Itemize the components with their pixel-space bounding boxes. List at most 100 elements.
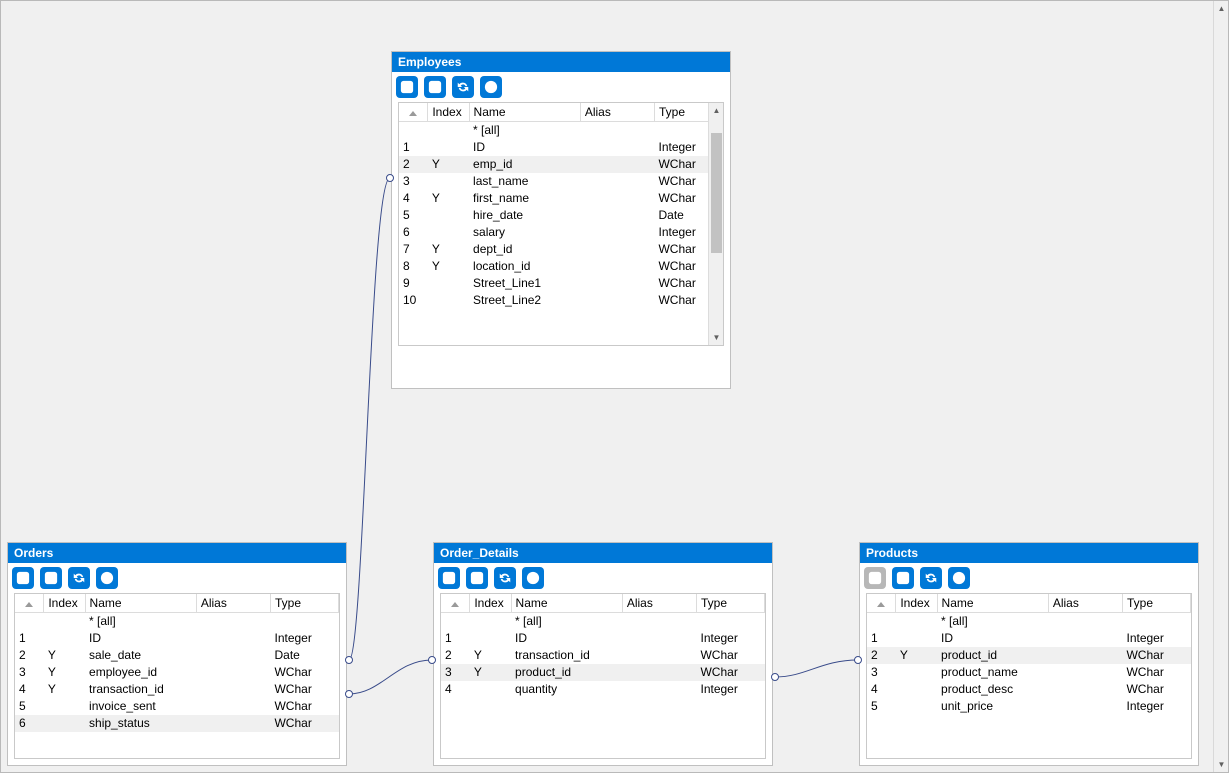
index-flag [470, 681, 511, 698]
title-bar[interactable]: Order_Details [434, 543, 772, 563]
field-row[interactable]: 10Street_Line2WChar [399, 292, 723, 309]
delete-button[interactable] [96, 567, 118, 589]
row-number: 7 [399, 241, 428, 258]
field-row[interactable]: 3product_nameWChar [867, 664, 1191, 681]
refresh-button[interactable] [68, 567, 90, 589]
field-row[interactable]: 3Yemployee_idWChar [15, 664, 339, 681]
field-row[interactable]: 2Ytransaction_idWChar [441, 647, 765, 664]
field-row[interactable]: 3last_nameWChar [399, 173, 723, 190]
refresh-button[interactable] [452, 76, 474, 98]
link-port[interactable] [854, 656, 862, 664]
table-window-products[interactable]: Products IndexNameAliasType* [all]1IDInte… [859, 542, 1199, 766]
field-row[interactable]: 5invoice_sentWChar [15, 698, 339, 715]
link-port[interactable] [428, 656, 436, 664]
link-port[interactable] [345, 656, 353, 664]
field-row[interactable]: 4quantityInteger [441, 681, 765, 698]
fields-grid[interactable]: IndexNameAliasType* [all]1IDInteger2Yemp… [398, 102, 724, 346]
all-fields-row[interactable]: * [all] [441, 613, 765, 630]
field-row[interactable]: 2Ysale_dateDate [15, 647, 339, 664]
field-type: Integer [270, 630, 338, 647]
alias-header[interactable]: Alias [622, 594, 696, 613]
field-row[interactable]: 6ship_statusWChar [15, 715, 339, 732]
edit-button[interactable] [892, 567, 914, 589]
scroll-thumb[interactable] [711, 133, 722, 253]
field-row[interactable]: 2Yemp_idWChar [399, 156, 723, 173]
sort-header[interactable] [15, 594, 44, 613]
field-alias [1048, 630, 1122, 647]
type-header[interactable]: Type [696, 594, 764, 613]
field-row[interactable]: 1IDInteger [399, 139, 723, 156]
index-header[interactable]: Index [470, 594, 511, 613]
scroll-down-icon[interactable]: ▼ [1214, 757, 1229, 772]
all-fields-row[interactable]: * [all] [15, 613, 339, 630]
all-fields-row[interactable]: * [all] [867, 613, 1191, 630]
sort-header[interactable] [399, 103, 428, 122]
all-fields-label: * [all] [85, 613, 196, 630]
scroll-up-icon[interactable]: ▲ [1214, 1, 1229, 16]
field-row[interactable]: 2Yproduct_idWChar [867, 647, 1191, 664]
index-flag [428, 139, 469, 156]
delete-button[interactable] [522, 567, 544, 589]
field-row[interactable]: 6salaryInteger [399, 224, 723, 241]
alias-header[interactable]: Alias [1048, 594, 1122, 613]
field-type: Integer [696, 681, 764, 698]
delete-button[interactable] [948, 567, 970, 589]
add-button[interactable] [438, 567, 460, 589]
all-fields-row[interactable]: * [all] [399, 122, 723, 139]
field-row[interactable]: 9Street_Line1WChar [399, 275, 723, 292]
field-row[interactable]: 4product_descWChar [867, 681, 1191, 698]
index-header[interactable]: Index [896, 594, 937, 613]
refresh-button[interactable] [494, 567, 516, 589]
add-button[interactable] [12, 567, 34, 589]
field-row[interactable]: 1IDInteger [441, 630, 765, 647]
edit-button[interactable] [424, 76, 446, 98]
title-bar[interactable]: Orders [8, 543, 346, 563]
scroll-up-icon[interactable]: ▲ [709, 103, 724, 118]
alias-header[interactable]: Alias [580, 103, 654, 122]
scroll-down-icon[interactable]: ▼ [709, 330, 724, 345]
fields-grid[interactable]: IndexNameAliasType* [all]1IDInteger2Ypro… [866, 593, 1192, 759]
edit-button[interactable] [466, 567, 488, 589]
alias-header[interactable]: Alias [196, 594, 270, 613]
row-number: 8 [399, 258, 428, 275]
type-header[interactable]: Type [270, 594, 338, 613]
sort-header[interactable] [441, 594, 470, 613]
canvas-scrollbar[interactable]: ▲ ▼ [1213, 1, 1228, 772]
field-row[interactable]: 8Ylocation_idWChar [399, 258, 723, 275]
field-row[interactable]: 5hire_dateDate [399, 207, 723, 224]
field-row[interactable]: 4Yfirst_nameWChar [399, 190, 723, 207]
field-row[interactable]: 5unit_priceInteger [867, 698, 1191, 715]
refresh-button[interactable] [920, 567, 942, 589]
sort-asc-icon [451, 602, 459, 607]
grid-scrollbar[interactable]: ▲▼ [708, 103, 723, 345]
field-name: emp_id [469, 156, 580, 173]
link-port[interactable] [771, 673, 779, 681]
field-type: Date [270, 647, 338, 664]
edit-button[interactable] [40, 567, 62, 589]
name-header[interactable]: Name [469, 103, 580, 122]
fields-grid[interactable]: IndexNameAliasType * [all]1IDInteger2Ysal… [14, 593, 340, 759]
table-window-orders[interactable]: Orders IndexNameAliasType * [all]1IDIntege… [7, 542, 347, 766]
link-port[interactable] [386, 174, 394, 182]
index-header[interactable]: Index [44, 594, 85, 613]
title-bar[interactable]: Products [860, 543, 1198, 563]
field-row[interactable]: 1IDInteger [15, 630, 339, 647]
type-header[interactable]: Type [1122, 594, 1190, 613]
add-button[interactable] [396, 76, 418, 98]
delete-button[interactable] [480, 76, 502, 98]
table-window-employees[interactable]: Employees IndexNameAliasType* [all]1IDInt… [391, 51, 731, 389]
field-row[interactable]: 1IDInteger [867, 630, 1191, 647]
name-header[interactable]: Name [85, 594, 196, 613]
field-row[interactable]: 4Ytransaction_idWChar [15, 681, 339, 698]
field-row[interactable]: 7Ydept_idWChar [399, 241, 723, 258]
fields-grid[interactable]: IndexNameAliasType* [all]1IDInteger2Ytra… [440, 593, 766, 759]
index-header[interactable]: Index [428, 103, 469, 122]
link-port[interactable] [345, 690, 353, 698]
diagram-canvas[interactable]: EmployeesIndexNameAliasType* [all]1IDInt… [0, 0, 1229, 773]
sort-header[interactable] [867, 594, 896, 613]
title-bar[interactable]: Employees [392, 52, 730, 72]
name-header[interactable]: Name [937, 594, 1048, 613]
field-row[interactable]: 3Yproduct_idWChar [441, 664, 765, 681]
table-window-order_details[interactable]: Order_Details IndexNameAliasType* [all]1I… [433, 542, 773, 766]
name-header[interactable]: Name [511, 594, 622, 613]
